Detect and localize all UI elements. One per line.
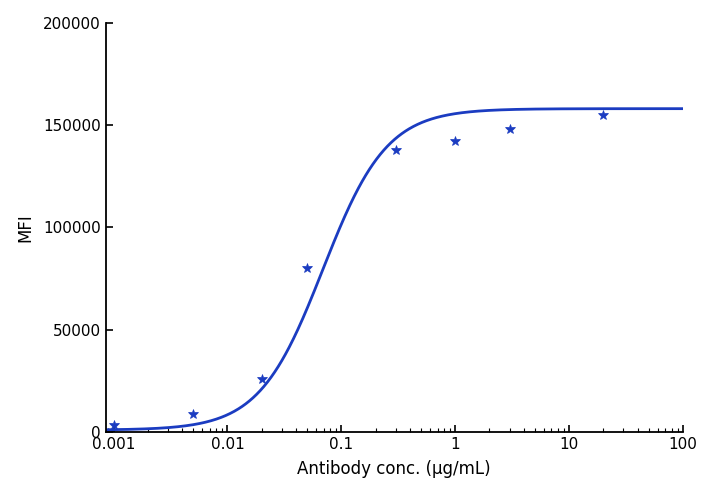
Y-axis label: MFI: MFI [16, 213, 35, 242]
X-axis label: Antibody conc. (μg/mL): Antibody conc. (μg/mL) [298, 460, 491, 478]
